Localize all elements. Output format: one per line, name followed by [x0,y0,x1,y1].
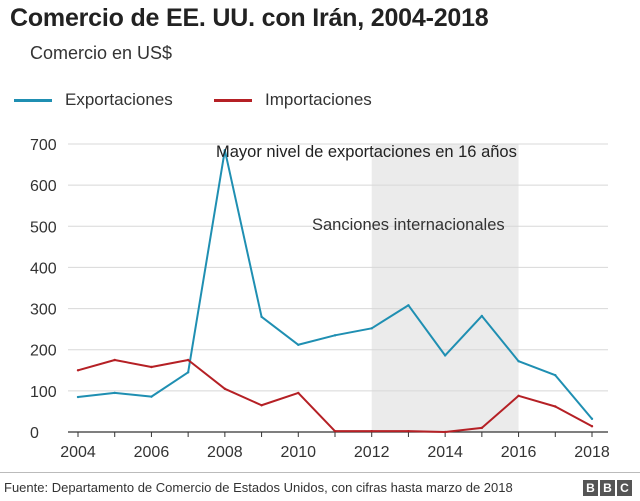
x-tick-label: 2004 [60,444,96,461]
imports-point [76,369,80,372]
y-tick-label: 700 [30,137,57,154]
imports-point [370,429,373,433]
imports-point [333,429,337,433]
exports-point [590,417,594,421]
imports-point [150,365,153,369]
bbc-logo: B B C [583,480,632,496]
line-chart: 0 100 200 300 400 500 600 700 2004 2006 2008 2010 20… [30,137,610,461]
chart-subtitle: Comercio en US$ [30,43,173,63]
exports-point [76,395,80,399]
imports-point [554,405,557,408]
bbc-logo-letter: C [617,480,632,496]
legend-swatch-imports [214,98,252,102]
imports-point [260,404,263,407]
exports-point [150,395,153,398]
exports-point [186,371,190,374]
exports-point [260,315,263,318]
sanctions-annotation: Sanciones internacionales [312,216,505,234]
exports-point [333,334,337,337]
y-tick-label: 200 [30,343,57,360]
imports-point [407,429,410,433]
imports-point [113,358,116,362]
y-tick-label: 600 [30,178,57,195]
x-tick-label: 2008 [207,444,243,461]
exports-point [554,374,557,377]
exports-point [297,343,300,346]
imports-point [443,430,447,434]
y-tick-label: 100 [30,384,57,401]
legend-label-exports: Exportaciones [65,90,173,109]
exports-point [517,360,520,363]
legend-item-exports: Exportaciones [14,90,173,110]
imports-point [223,387,227,390]
x-tick-label: 2014 [427,444,463,461]
exports-point [113,391,116,395]
imports-point [517,394,520,397]
sanctions-shaded-region [371,144,519,432]
bbc-logo-letter: B [600,480,615,496]
legend-label-imports: Importaciones [265,90,372,109]
source-note: Fuente: Departamento de Comercio de Esta… [4,480,513,495]
legend-item-imports: Importaciones [214,90,372,110]
chart-title: Comercio de EE. UU. con Irán, 2004-2018 [10,4,489,32]
x-tick-label: 2006 [134,444,170,461]
x-tick-label: 2016 [501,444,537,461]
exports-point [223,148,227,152]
exports-point [407,304,410,307]
imports-point [297,391,300,395]
exports-point [370,327,373,330]
y-tick-label: 400 [30,260,57,277]
imports-point [590,425,594,428]
legend: Exportaciones Importaciones [0,90,640,114]
x-tick-label: 2012 [354,444,390,461]
footer-divider [0,472,640,473]
y-tick-label: 0 [30,425,39,442]
x-tick-label: 2010 [280,444,316,461]
imports-point [186,358,190,362]
exports-point [480,314,484,318]
exports-point [443,354,447,357]
legend-swatch-exports [14,98,52,102]
bbc-logo-letter: B [583,480,598,496]
y-tick-label: 300 [30,302,57,319]
peak-annotation: Mayor nivel de exportaciones en 16 años [216,143,517,161]
x-tick-label: 2018 [574,444,610,461]
y-tick-label: 500 [30,219,57,236]
imports-point [480,426,484,430]
